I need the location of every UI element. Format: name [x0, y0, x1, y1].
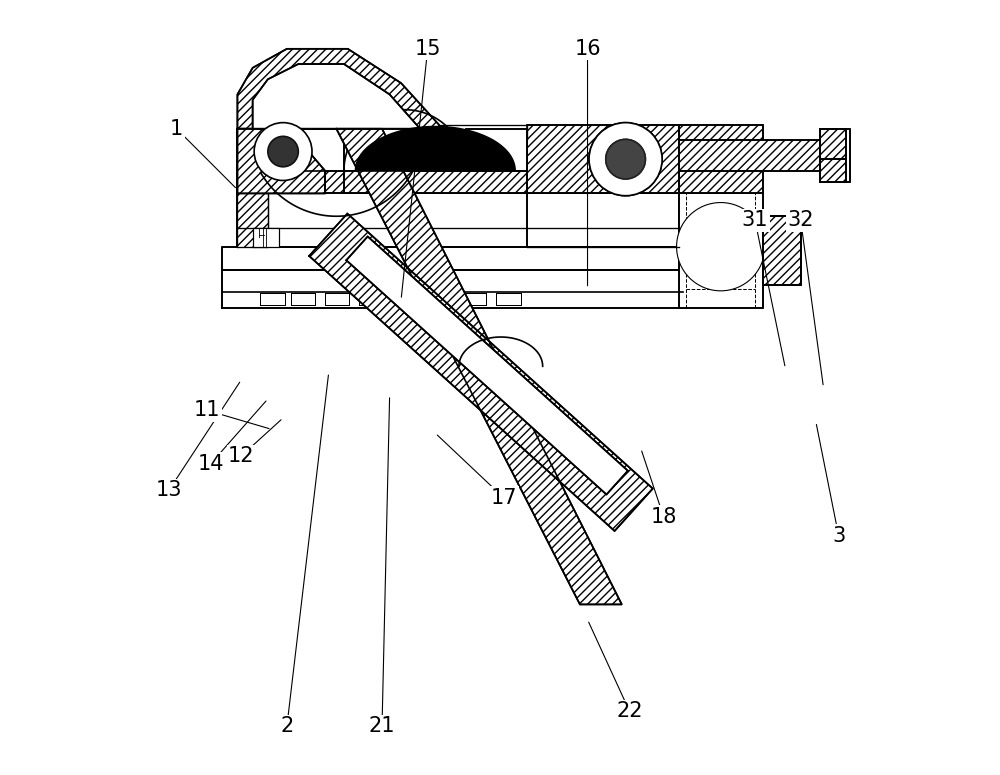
Text: 16: 16: [574, 39, 601, 59]
Polygon shape: [462, 293, 486, 305]
Polygon shape: [237, 129, 679, 246]
Circle shape: [589, 122, 662, 196]
Text: 3: 3: [832, 526, 845, 546]
Circle shape: [606, 140, 645, 179]
Polygon shape: [279, 125, 527, 140]
Polygon shape: [820, 159, 846, 182]
Polygon shape: [679, 194, 763, 308]
Text: 1: 1: [170, 119, 183, 139]
Polygon shape: [527, 129, 679, 194]
Polygon shape: [679, 125, 763, 194]
Polygon shape: [820, 129, 846, 159]
Polygon shape: [466, 129, 527, 170]
Polygon shape: [344, 170, 527, 194]
Polygon shape: [527, 125, 679, 194]
Polygon shape: [237, 49, 439, 129]
Polygon shape: [428, 293, 452, 305]
Polygon shape: [393, 293, 418, 305]
Text: 22: 22: [616, 701, 643, 721]
Text: 2: 2: [280, 716, 294, 736]
Circle shape: [677, 202, 765, 291]
Polygon shape: [309, 214, 653, 531]
Polygon shape: [820, 129, 850, 182]
Text: 14: 14: [198, 453, 224, 474]
Polygon shape: [237, 129, 325, 194]
Polygon shape: [222, 246, 683, 270]
Text: 21: 21: [369, 716, 395, 736]
Text: 32: 32: [787, 210, 814, 230]
Polygon shape: [336, 129, 622, 604]
Polygon shape: [679, 140, 831, 170]
Text: 12: 12: [228, 446, 254, 466]
Polygon shape: [253, 228, 279, 246]
Polygon shape: [279, 170, 325, 194]
Text: 17: 17: [491, 487, 517, 508]
Polygon shape: [346, 236, 628, 494]
Polygon shape: [325, 293, 349, 305]
Text: 18: 18: [650, 507, 677, 527]
Polygon shape: [291, 293, 315, 305]
Polygon shape: [496, 293, 521, 305]
Polygon shape: [253, 64, 420, 129]
Text: 11: 11: [194, 401, 220, 420]
Polygon shape: [355, 126, 515, 170]
Circle shape: [268, 136, 298, 167]
Polygon shape: [222, 270, 683, 308]
Text: 13: 13: [156, 480, 182, 500]
Circle shape: [606, 140, 645, 179]
Polygon shape: [763, 216, 801, 284]
Circle shape: [254, 122, 312, 181]
Polygon shape: [260, 293, 285, 305]
Polygon shape: [279, 129, 344, 170]
Polygon shape: [359, 293, 384, 305]
Polygon shape: [279, 170, 527, 194]
Polygon shape: [237, 129, 268, 246]
Circle shape: [589, 122, 662, 196]
Text: 31: 31: [742, 210, 768, 230]
Text: 15: 15: [414, 39, 441, 59]
